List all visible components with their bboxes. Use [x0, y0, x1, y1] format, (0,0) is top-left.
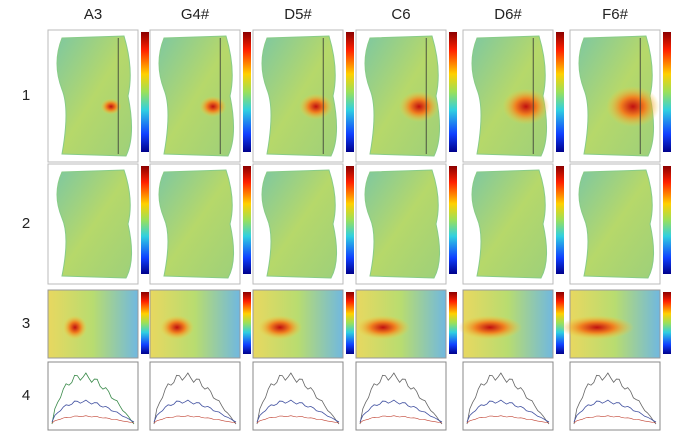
hot-spot: [503, 89, 550, 125]
column-header: G4#: [181, 6, 210, 23]
hot-band: [160, 315, 194, 339]
row-label: 4: [22, 387, 30, 404]
colorbar: [663, 32, 671, 152]
body-map: [159, 170, 234, 278]
column-header: C6: [391, 6, 410, 23]
plot-frame: [48, 362, 138, 430]
hot-band: [356, 315, 410, 339]
body-map: [262, 170, 337, 278]
body-map: [57, 170, 132, 278]
plot-frame: [356, 362, 446, 430]
column-header: A3: [84, 6, 102, 23]
colorbar: [346, 166, 354, 274]
hot-spot: [299, 94, 333, 120]
column-header: D6#: [494, 6, 522, 23]
colorbar: [141, 292, 149, 354]
hot-band: [458, 315, 522, 339]
colorbar: [243, 166, 251, 274]
hot-spot: [606, 86, 659, 127]
figure: A3 G4# D5# C6 D6# F6# 1 2 3 4: [0, 0, 679, 432]
colorbar: [663, 166, 671, 274]
colorbar: [449, 292, 457, 354]
row-label: 2: [22, 215, 30, 232]
hot-band: [258, 315, 302, 339]
column-header: F6#: [602, 6, 629, 23]
column-header: D5#: [284, 6, 312, 23]
colorbar: [346, 292, 354, 354]
colorbar: [346, 32, 354, 152]
plot-frame: [150, 362, 240, 430]
hot-band: [63, 315, 87, 339]
colorbar: [663, 292, 671, 354]
plot-frame: [463, 362, 553, 430]
colorbar: [141, 166, 149, 274]
colorbar: [243, 32, 251, 152]
colorbar: [556, 32, 564, 152]
plot-frame: [253, 362, 343, 430]
colorbar: [243, 292, 251, 354]
body-map: [159, 36, 234, 156]
row-label: 3: [22, 315, 30, 332]
plot-frame: [570, 362, 660, 430]
body-map: [365, 170, 440, 278]
colorbar: [141, 32, 149, 152]
body-map: [579, 170, 654, 278]
body-map: [57, 36, 132, 156]
hot-spot: [399, 91, 439, 122]
row-label: 1: [22, 87, 30, 104]
hot-band: [560, 315, 634, 339]
spectrogram: [48, 290, 138, 358]
hot-spot: [199, 96, 226, 117]
colorbar: [449, 166, 457, 274]
body-map: [472, 170, 547, 278]
colorbar: [556, 166, 564, 274]
colorbar: [449, 32, 457, 152]
